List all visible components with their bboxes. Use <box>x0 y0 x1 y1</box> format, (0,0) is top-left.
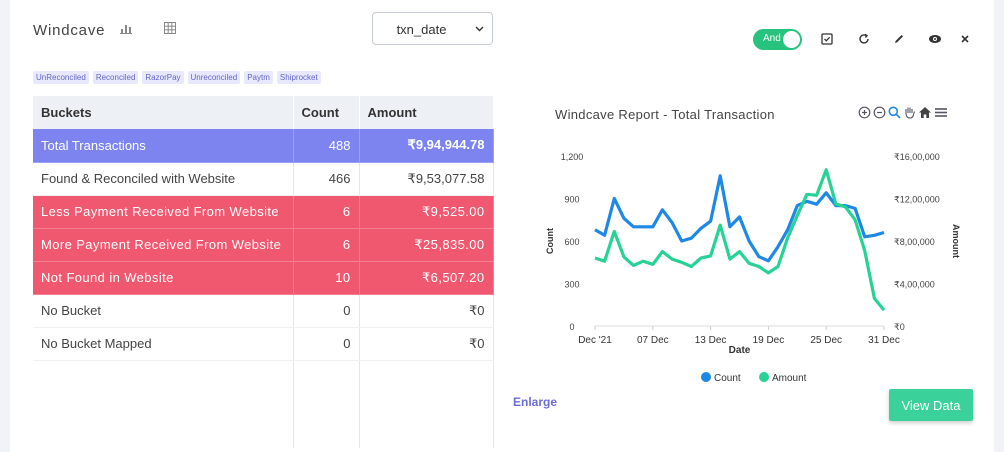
chart-toolbar <box>858 106 948 122</box>
bucket-cell: Found & Reconciled with Website <box>33 162 294 196</box>
y-left-tick-label: 0 <box>569 322 574 332</box>
x-tick-label: 07 Dec <box>637 335 669 346</box>
amount-cell: ₹9,525.00 <box>359 195 494 229</box>
y-right-tick-label: ₹12,00,000 <box>894 195 940 205</box>
zoom-select-icon[interactable] <box>888 106 901 122</box>
series-line-amount <box>594 168 886 312</box>
y-left-tick-label: 900 <box>564 195 579 205</box>
count-cell: 0 <box>293 294 360 328</box>
buckets-table: Buckets Count Amount Total Transactions 4… <box>33 96 494 448</box>
legend-label: Amount <box>772 373 807 384</box>
count-cell: 488 <box>293 129 360 163</box>
menu-icon[interactable] <box>934 106 948 122</box>
enlarge-link[interactable]: Enlarge <box>513 395 558 409</box>
edit-icon[interactable] <box>890 30 908 48</box>
table-header-row: Buckets Count Amount <box>33 96 494 129</box>
y-right-tick-label: ₹8,00,000 <box>894 237 935 247</box>
empty-cell <box>293 360 360 448</box>
filter-tag[interactable]: Reconciled <box>92 71 139 84</box>
report-title: Windcave <box>33 22 106 39</box>
refresh-icon[interactable] <box>855 30 873 48</box>
tag-list: UnReconciled Reconciled RazorPay Unreconcil… <box>33 71 321 84</box>
count-cell: 466 <box>293 162 360 196</box>
y-right-tick-label: ₹4,00,000 <box>894 280 935 290</box>
filter-tag[interactable]: Unreconciled <box>187 71 241 84</box>
pan-hand-icon[interactable] <box>903 106 916 122</box>
series-line-count <box>594 174 885 263</box>
date-field-select[interactable]: txn_date <box>372 12 493 45</box>
bucket-cell: No Bucket Mapped <box>33 327 294 361</box>
legend-marker <box>759 372 769 382</box>
legend-marker <box>701 372 711 382</box>
bar-chart-icon[interactable] <box>120 22 132 37</box>
y-right-tick-label: ₹0 <box>894 322 905 332</box>
column-header-count: Count <box>293 96 360 129</box>
chevron-down-icon <box>475 26 484 32</box>
y-left-axis-title: Count <box>545 228 555 254</box>
filter-tag[interactable]: RazorPay <box>142 71 184 84</box>
column-header-amount: Amount <box>359 96 494 129</box>
bucket-cell: Not Found in Website <box>33 261 294 295</box>
bucket-cell: More Payment Received From Website <box>33 228 294 262</box>
toggle-knob <box>783 31 800 48</box>
close-icon[interactable] <box>956 30 974 48</box>
home-icon[interactable] <box>918 106 932 122</box>
and-or-toggle[interactable]: And <box>753 29 802 50</box>
count-cell: 6 <box>293 228 360 262</box>
empty-cell <box>359 360 494 448</box>
report-card: Windcave txn_date And UnReconciled Reconc… <box>10 0 994 452</box>
table-row[interactable]: No Bucket Mapped 0 ₹0 <box>33 327 494 361</box>
view-data-button[interactable]: View Data <box>889 389 973 421</box>
bucket-cell: No Bucket <box>33 294 294 328</box>
amount-cell: ₹9,53,077.58 <box>359 162 494 196</box>
bucket-cell: Total Transactions <box>33 129 294 163</box>
y-right-tick-label: ₹16,00,000 <box>894 152 940 162</box>
table-row[interactable]: Less Payment Received From Website 6 ₹9,52… <box>33 195 494 229</box>
column-header-buckets: Buckets <box>33 96 294 129</box>
count-cell: 10 <box>293 261 360 295</box>
amount-cell: ₹9,94,944.78 <box>359 129 494 163</box>
x-axis-title: Date <box>729 345 751 356</box>
x-tick-label: Dec '21 <box>578 335 612 346</box>
count-cell: 6 <box>293 195 360 229</box>
zoom-out-icon[interactable] <box>873 106 886 122</box>
table-row[interactable]: Not Found in Website 10 ₹6,507.20 <box>33 261 494 295</box>
table-grid-icon[interactable] <box>164 22 176 37</box>
table-row[interactable]: No Bucket 0 ₹0 <box>33 294 494 328</box>
amount-cell: ₹0 <box>359 294 494 328</box>
table-row[interactable]: Total Transactions 488 ₹9,94,944.78 <box>33 129 494 163</box>
filter-tag[interactable]: Paytm <box>244 71 273 84</box>
amount-cell: ₹25,835.00 <box>359 228 494 262</box>
filter-tag[interactable]: Shiprocket <box>276 71 321 84</box>
x-tick-label: 19 Dec <box>753 335 785 346</box>
table-row[interactable]: More Payment Received From Website 6 ₹25,8… <box>33 228 494 262</box>
count-cell: 0 <box>293 327 360 361</box>
y-right-axis-title: Amount <box>951 224 961 258</box>
table-row-empty <box>33 360 494 448</box>
x-tick-label: 25 Dec <box>810 335 842 346</box>
y-left-tick-label: 1,200 <box>561 152 584 162</box>
filter-tag[interactable]: UnReconciled <box>33 71 89 84</box>
legend-label: Count <box>714 373 741 384</box>
x-tick-label: 31 Dec <box>868 335 900 346</box>
bucket-cell: Less Payment Received From Website <box>33 195 294 229</box>
amount-cell: ₹0 <box>359 327 494 361</box>
transactions-line-chart: Dec '21 07 Dec 13 Dec 19 Dec 25 Dec 31 Dec 0 30… <box>545 152 961 384</box>
amount-cell: ₹6,507.20 <box>359 261 494 295</box>
eye-icon[interactable] <box>926 30 944 48</box>
toggle-label: And <box>763 33 781 44</box>
y-left-tick-label: 600 <box>564 237 579 247</box>
checkbox-icon[interactable] <box>818 30 836 48</box>
chart-title: Windcave Report - Total Transaction <box>555 107 775 122</box>
table-row[interactable]: Found & Reconciled with Website 466 ₹9,53,… <box>33 162 494 196</box>
empty-cell <box>33 360 294 448</box>
y-left-tick-label: 300 <box>564 280 579 290</box>
zoom-in-icon[interactable] <box>858 106 871 122</box>
date-field-value: txn_date <box>396 22 447 37</box>
x-tick-label: 13 Dec <box>695 335 727 346</box>
